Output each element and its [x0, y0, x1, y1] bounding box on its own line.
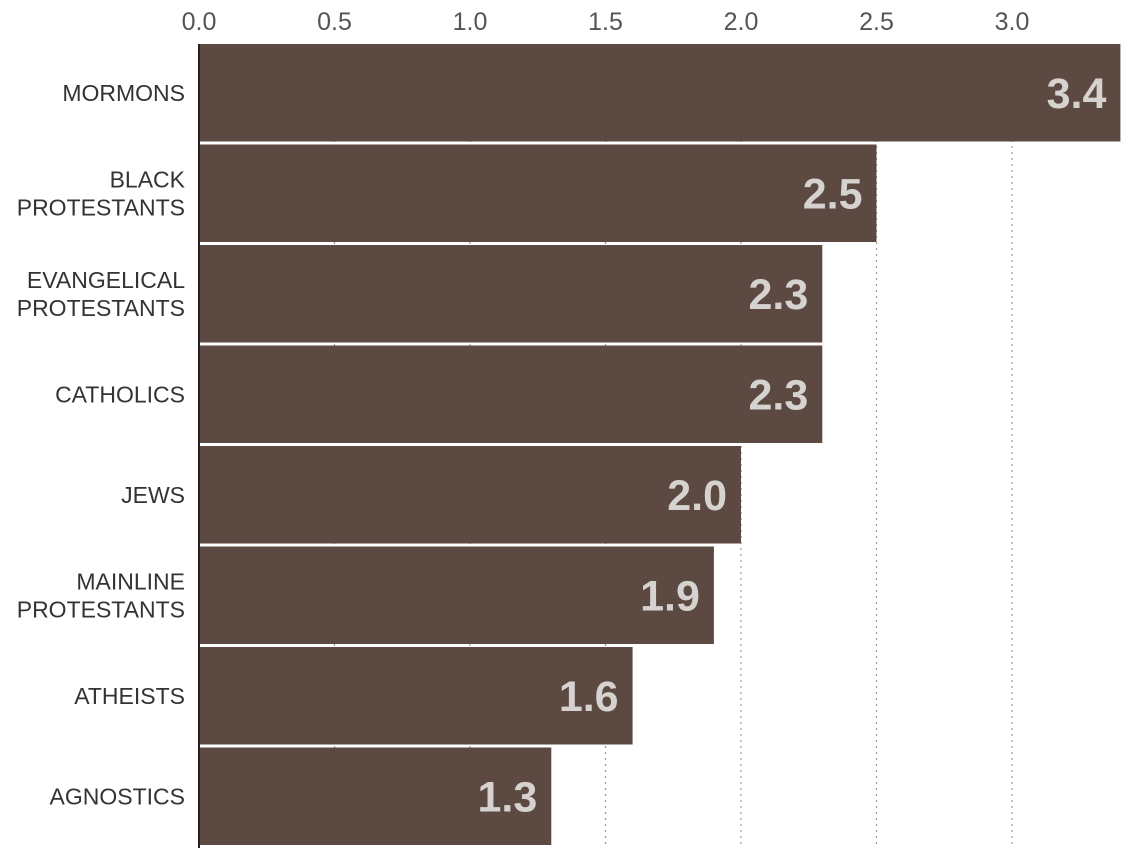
bar: [199, 44, 1121, 142]
category-label: ATHEISTS: [74, 683, 185, 709]
category-label: AGNOSTICS: [50, 783, 185, 809]
bar: [199, 747, 552, 845]
category-label: CATHOLICS: [55, 381, 185, 407]
bar: [199, 245, 823, 343]
x-tick-label: 3.0: [995, 8, 1030, 36]
category-label: BLACK: [110, 166, 186, 192]
category-label: PROTESTANTS: [17, 194, 185, 220]
category-label: PROTESTANTS: [17, 295, 185, 321]
bar-value-label: 2.3: [749, 371, 809, 419]
bar-value-label: 2.5: [803, 170, 863, 218]
category-label: PROTESTANTS: [17, 596, 185, 622]
category-label: MORMONS: [62, 80, 185, 106]
bar-value-label: 2.0: [667, 472, 727, 520]
bar: [199, 446, 741, 544]
x-tick-label: 2.5: [859, 8, 894, 36]
bar-value-label: 3.4: [1047, 70, 1107, 118]
category-label: EVANGELICAL: [27, 267, 185, 293]
x-tick-label: 0.5: [317, 8, 352, 36]
bar: [199, 546, 714, 644]
category-label: JEWS: [121, 482, 185, 508]
category-label: MAINLINE: [76, 568, 185, 594]
bar: [199, 345, 823, 443]
category-labels: MORMONSBLACKPROTESTANTSEVANGELICALPROTES…: [17, 80, 186, 810]
x-axis-ticks: 0.0 0.5 1.0 1.5 2.0 2.5 3.0: [182, 8, 1030, 36]
bar: [199, 144, 877, 242]
x-tick-label: 0.0: [182, 8, 217, 36]
x-tick-label: 1.0: [453, 8, 488, 36]
bar-value-label: 1.9: [640, 572, 700, 620]
bar-value-label: 1.6: [559, 673, 619, 721]
x-tick-label: 2.0: [724, 8, 759, 36]
bar: [199, 647, 633, 745]
bar-value-label: 2.3: [749, 271, 809, 319]
bar-value-label: 1.3: [478, 773, 538, 821]
x-tick-label: 1.5: [588, 8, 623, 36]
bars: 3.4 2.5 2.3 2.3 2.0 1.9 1.6 1.3: [199, 44, 1121, 845]
